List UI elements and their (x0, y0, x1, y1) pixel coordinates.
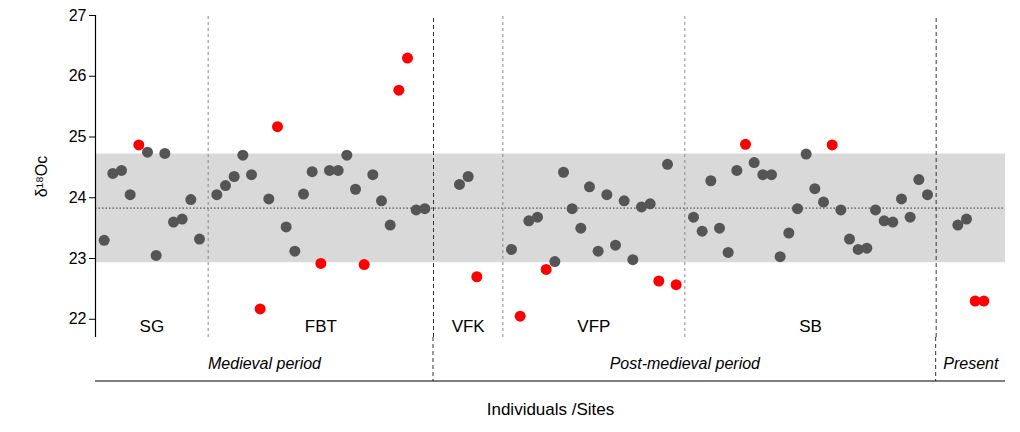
svg-text:VFK: VFK (452, 317, 486, 336)
svg-text:δ¹⁸Oc: δ¹⁸Oc (33, 156, 50, 197)
svg-text:Present: Present (943, 355, 999, 372)
svg-text:25: 25 (69, 128, 87, 145)
svg-text:26: 26 (69, 67, 87, 84)
svg-text:24: 24 (69, 189, 87, 206)
svg-text:SG: SG (140, 317, 165, 336)
svg-text:Post-medieval period: Post-medieval period (610, 355, 761, 372)
svg-text:FBT: FBT (305, 317, 337, 336)
svg-text:VFP: VFP (577, 317, 610, 336)
svg-text:27: 27 (69, 7, 87, 24)
svg-text:Individuals /Sites: Individuals /Sites (487, 400, 615, 419)
svg-text:SB: SB (799, 317, 822, 336)
svg-text:Medieval period: Medieval period (208, 355, 322, 372)
svg-text:22: 22 (69, 310, 87, 327)
svg-text:23: 23 (69, 250, 87, 267)
